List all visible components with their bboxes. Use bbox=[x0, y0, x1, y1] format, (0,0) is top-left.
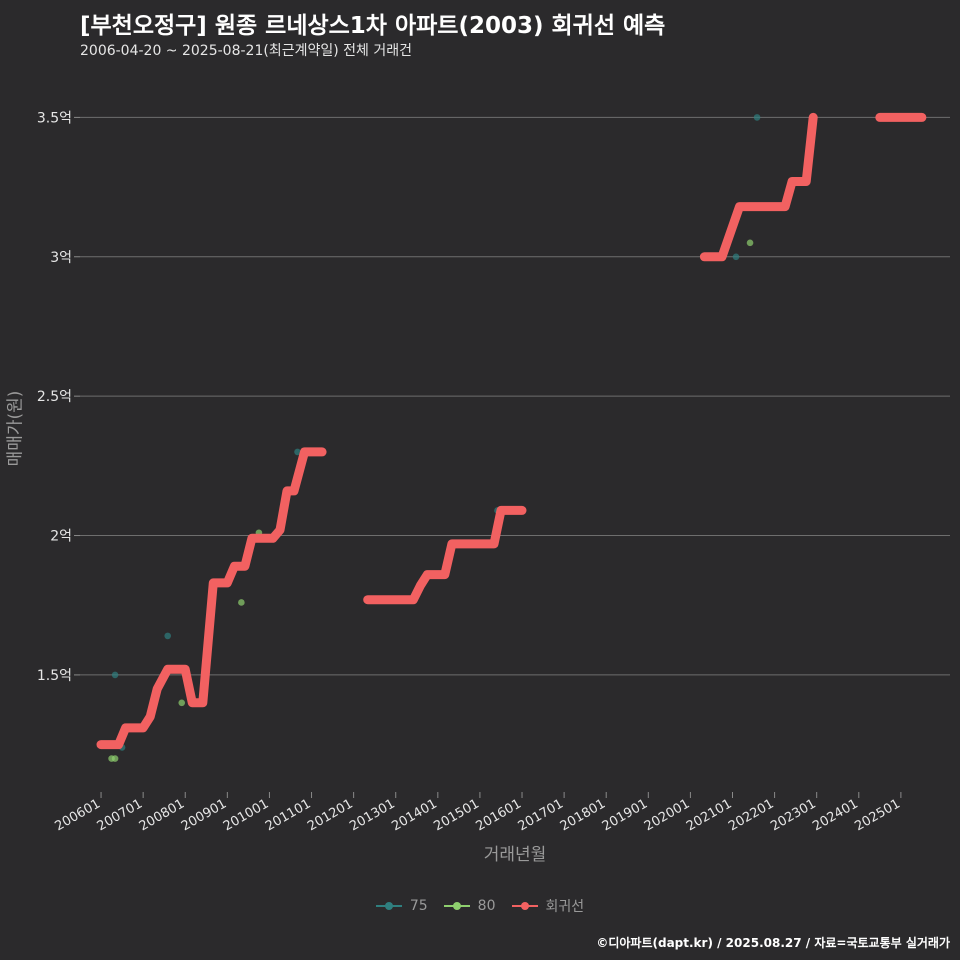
point-75 bbox=[111, 671, 119, 679]
y-axis-ticks: 1.5억 2억 2.5억 3억 3.5억 bbox=[37, 110, 80, 684]
x-tick-label: 201801 bbox=[558, 796, 608, 834]
chart-title: [부천오정구] 원종 르네상스1차 아파트(2003) 회귀선 예측 bbox=[80, 13, 666, 39]
x-tick-label: 201601 bbox=[474, 796, 524, 834]
x-tick-label: 201301 bbox=[347, 796, 397, 834]
legend-key-80 bbox=[443, 899, 470, 913]
legend-label-80: 80 bbox=[477, 898, 496, 914]
x-tick-label: 202001 bbox=[642, 796, 692, 834]
x-tick-label: 202201 bbox=[726, 796, 776, 834]
x-tick-label: 200901 bbox=[179, 796, 229, 834]
x-tick-label: 202101 bbox=[684, 796, 734, 834]
x-tick-label: 201701 bbox=[516, 796, 566, 834]
point-80 bbox=[111, 755, 119, 762]
x-tick-label: 201101 bbox=[263, 796, 313, 834]
x-axis-label: 거래년월 bbox=[483, 845, 547, 865]
x-tick-label: 201201 bbox=[305, 796, 355, 834]
x-tick-label: 201401 bbox=[389, 796, 439, 834]
legend-item-75: 75 bbox=[375, 898, 428, 914]
y-tick-label: 3.5억 bbox=[37, 110, 72, 126]
x-tick-label: 202501 bbox=[852, 796, 902, 834]
point-75 bbox=[164, 632, 172, 640]
legend-item-regression: 회귀선 bbox=[511, 896, 585, 916]
legend-key-regression bbox=[511, 899, 538, 913]
y-tick-label: 3억 bbox=[50, 250, 72, 266]
y-tick-label: 2.5억 bbox=[37, 389, 72, 405]
legend-key-75 bbox=[375, 899, 402, 913]
grid-lines bbox=[80, 116, 950, 676]
x-tick-label: 202401 bbox=[810, 796, 860, 834]
legend-label-regression: 회귀선 bbox=[545, 899, 585, 915]
x-tick-label: 200801 bbox=[137, 796, 187, 834]
y-axis-label: 매매가(원) bbox=[5, 390, 26, 467]
y-tick-label: 2억 bbox=[50, 529, 72, 545]
x-tick-label: 200601 bbox=[53, 796, 103, 834]
legend-item-80: 80 bbox=[443, 898, 496, 914]
source-caption: ©디아파트(dapt.kr) / 2025.08.27 / 자료=국토교통부 실… bbox=[596, 936, 950, 950]
point-75 bbox=[294, 448, 301, 456]
x-tick-label: 201001 bbox=[221, 796, 271, 834]
point-75 bbox=[753, 114, 761, 121]
data-marks bbox=[96, 112, 927, 762]
legend-label-75: 75 bbox=[409, 898, 428, 914]
x-tick-label: 202301 bbox=[768, 796, 818, 834]
chart-subtitle: 2006-04-20 ~ 2025-08-21(최근계약일) 전체 거래건 bbox=[80, 43, 412, 59]
x-tick-label: 201501 bbox=[431, 796, 481, 834]
x-axis-ticks: 2006012007012008012009012010012011012012… bbox=[53, 792, 903, 834]
point-75 bbox=[732, 253, 740, 261]
x-tick-label: 200701 bbox=[95, 796, 145, 834]
legend: 75 80 회귀선 bbox=[0, 896, 960, 916]
y-tick-label: 1.5억 bbox=[37, 668, 72, 684]
point-80 bbox=[746, 239, 754, 247]
x-tick-label: 201901 bbox=[600, 796, 650, 834]
regression-line bbox=[96, 112, 927, 750]
point-80 bbox=[178, 699, 186, 707]
point-80 bbox=[238, 599, 245, 606]
